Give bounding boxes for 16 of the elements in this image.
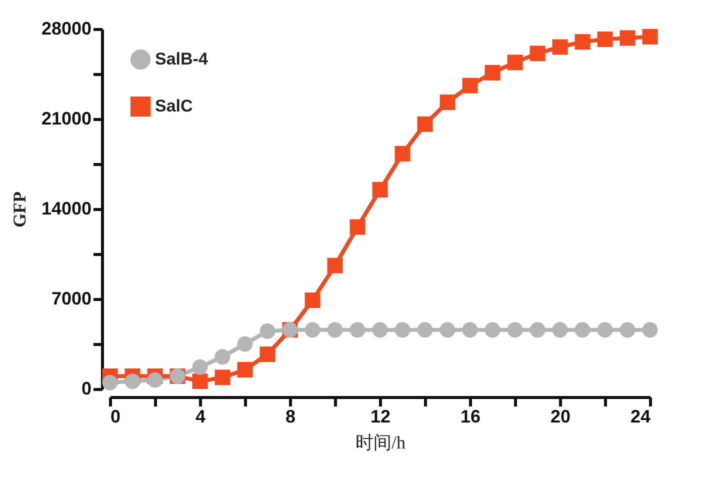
- x-tick-label: 16: [460, 406, 481, 426]
- x-tick-label: 12: [370, 406, 391, 426]
- y-tick-label: 21000: [41, 108, 92, 128]
- y-tick-label: 14000: [41, 198, 92, 218]
- x-tick-label: 20: [550, 406, 571, 426]
- x-tick-label: 8: [285, 406, 296, 426]
- x-tick-label: 24: [630, 406, 650, 426]
- legend-label: SalC: [155, 96, 193, 116]
- legend-label: SalB-4: [155, 50, 208, 68]
- x-tick-label: 0: [110, 406, 121, 426]
- x-axis-title: 时间/h: [355, 432, 406, 452]
- y-axis-title: GFP: [9, 192, 30, 228]
- y-tick-label: 0: [81, 378, 92, 398]
- y-tick-label: 28000: [41, 18, 92, 38]
- y-tick-label: 7000: [51, 288, 92, 308]
- x-tick-label: 4: [195, 406, 206, 426]
